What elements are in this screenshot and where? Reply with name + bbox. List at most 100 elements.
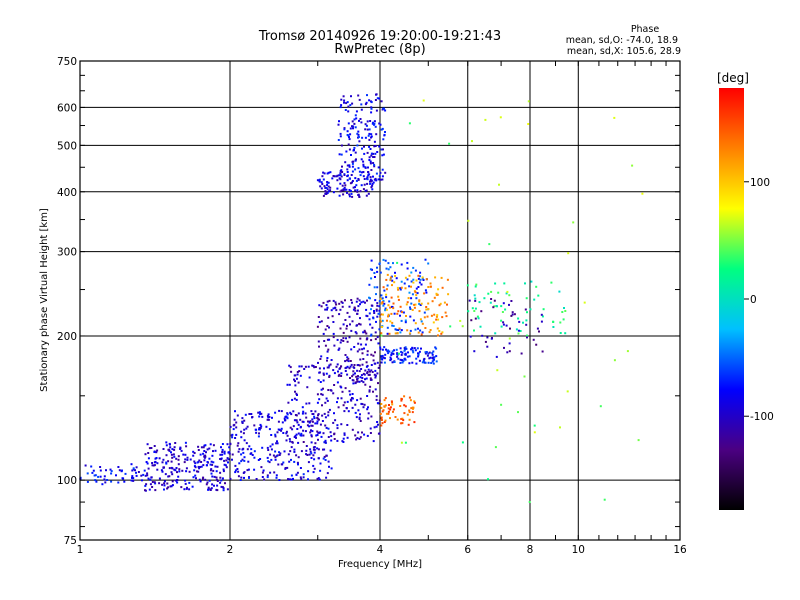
data-point — [321, 414, 324, 417]
data-point — [350, 192, 353, 195]
data-point — [198, 478, 201, 481]
data-point — [368, 128, 371, 131]
data-point — [148, 488, 151, 491]
data-point — [406, 355, 409, 358]
data-point — [399, 361, 402, 364]
data-point — [357, 136, 360, 138]
data-point — [203, 450, 206, 452]
data-point — [380, 100, 383, 103]
data-point — [400, 263, 403, 266]
data-point — [445, 315, 448, 318]
data-point — [124, 472, 127, 475]
data-point — [352, 382, 355, 385]
data-point — [375, 133, 378, 136]
data-point — [372, 156, 375, 158]
data-point — [375, 172, 378, 175]
data-point — [308, 376, 311, 379]
data-point — [397, 298, 400, 301]
data-point — [319, 469, 322, 472]
data-point — [343, 101, 345, 104]
data-point — [336, 427, 339, 430]
data-point — [305, 453, 308, 456]
data-point — [563, 307, 565, 309]
data-point — [404, 321, 407, 324]
data-point — [368, 173, 371, 176]
data-point — [389, 276, 392, 279]
data-point — [153, 464, 156, 467]
data-point — [299, 418, 302, 421]
data-point — [295, 436, 297, 439]
data-point — [380, 332, 383, 335]
data-point — [220, 446, 222, 449]
data-point — [200, 465, 203, 468]
data-point — [184, 441, 187, 444]
data-point — [231, 453, 234, 456]
y-tick-label: 100 — [57, 475, 77, 487]
data-point — [253, 468, 256, 471]
data-point — [420, 320, 423, 323]
data-point — [168, 442, 171, 445]
data-point — [150, 476, 153, 479]
data-point — [358, 299, 361, 302]
data-point — [295, 414, 298, 417]
data-point — [132, 477, 135, 480]
data-point — [289, 450, 292, 453]
data-point — [422, 360, 425, 362]
data-point — [351, 195, 354, 198]
data-point — [362, 406, 365, 409]
data-point — [364, 166, 367, 169]
data-point — [353, 364, 356, 366]
data-point — [369, 427, 372, 430]
data-point — [340, 375, 343, 377]
data-point — [401, 359, 403, 362]
data-point — [370, 106, 373, 109]
data-point — [302, 441, 305, 443]
data-point — [388, 350, 391, 353]
data-point — [370, 415, 373, 418]
data-point — [276, 431, 279, 434]
data-point — [409, 315, 412, 318]
data-point — [354, 126, 357, 129]
data-point — [308, 425, 311, 428]
data-point — [368, 318, 371, 321]
data-point — [328, 299, 331, 302]
data-point — [216, 484, 219, 487]
data-point — [132, 479, 135, 482]
data-point — [358, 416, 361, 419]
data-point — [391, 284, 393, 287]
data-point — [487, 478, 489, 481]
data-point — [357, 409, 360, 412]
data-point — [207, 488, 210, 491]
data-point — [333, 344, 336, 347]
data-point — [366, 408, 369, 411]
data-point — [396, 261, 399, 264]
data-point — [312, 365, 315, 367]
data-point — [337, 123, 340, 126]
data-point — [373, 123, 375, 126]
data-point — [275, 442, 278, 445]
data-point — [173, 448, 176, 451]
data-point — [344, 319, 347, 321]
data-point — [351, 181, 353, 184]
data-point — [347, 122, 350, 125]
data-point — [332, 369, 335, 372]
data-point — [240, 476, 243, 479]
data-point — [343, 188, 346, 191]
data-point — [215, 470, 218, 473]
data-point — [171, 480, 174, 483]
data-point — [422, 279, 425, 281]
data-point — [379, 346, 382, 349]
data-point — [398, 352, 400, 355]
data-point — [441, 286, 444, 289]
data-point — [415, 297, 418, 300]
data-point — [344, 367, 347, 370]
data-point — [144, 489, 146, 492]
data-point — [294, 374, 297, 377]
data-point — [248, 413, 251, 415]
data-point — [311, 413, 314, 415]
data-point — [161, 461, 164, 464]
data-point — [327, 411, 330, 414]
data-point — [309, 420, 312, 423]
data-point — [171, 448, 174, 451]
